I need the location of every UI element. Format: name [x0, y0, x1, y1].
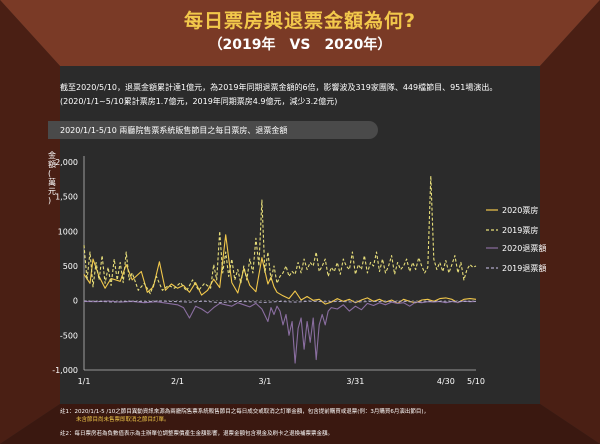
x-tick-label: 4/30 — [437, 377, 455, 386]
x-tick-label: 3/31 — [346, 377, 364, 386]
y-axis-label: 金額(萬元) — [48, 150, 56, 205]
x-tick-label: 2/1 — [171, 377, 184, 386]
y-tick-label: -500 — [60, 331, 78, 340]
chart: 金額(萬元) -1,000 -500 0 500 1000 1,500 2,000 1/1 2/1… — [48, 150, 546, 386]
series-line-1 — [83, 175, 477, 295]
legend-label-1: 2019票房 — [502, 225, 538, 235]
y-tick-label: 1000 — [58, 227, 78, 236]
legend-label-3: 2019退票額 — [502, 263, 546, 273]
summary-text: 截至2020/5/10，退票金額累計達1億元，為2019年同期退票金額的6倍，影… — [60, 81, 580, 109]
chart-header-bar — [48, 121, 378, 139]
x-tick-label: 5/10 — [467, 377, 485, 386]
series-line-0 — [83, 234, 477, 305]
y-tick-label: 2,000 — [55, 158, 78, 167]
y-tick-label: 1,500 — [55, 193, 78, 202]
chart-header-text: 2020/1/1-5/10 兩廳院售票系統販售節目之每日票房、退票金額 — [60, 126, 288, 135]
summary-line-2: (2020/1/1~5/10累計票房1.7億元，2019年同期票房4.9億元，減… — [60, 97, 338, 106]
y-tick-label: 0 — [73, 297, 78, 306]
note-1-highlight: 未含節目尚未售票即取消之節目訂單。 — [76, 417, 170, 423]
note-2-label: 註2： — [60, 431, 75, 437]
series-line-3 — [83, 300, 477, 304]
summary-line-1: 截至2020/5/10，退票金額累計達1億元，為2019年同期退票金額的6倍，影… — [60, 83, 498, 92]
y-tick-label: 500 — [63, 262, 78, 271]
page-title: 每日票房與退票金額為何? — [183, 10, 417, 32]
note-1: 註1：2020/1/1-5 /10之節目異動資訊來源為兩廳院售票系統販售節目之每… — [60, 408, 429, 424]
note-2-text: 每日票房若為負數值表示為主辦單位調整票價產生金額影響，退票金額包含現金及刷卡之退… — [74, 431, 334, 437]
note-1-label: 註1： — [60, 409, 75, 415]
legend-label-0: 2020票房 — [502, 205, 538, 215]
note-2: 註2：每日票房若為負數值表示為主辦單位調整票價產生金額影響，退票金額包含現金及刷… — [60, 430, 333, 438]
x-tick-label: 1/1 — [78, 377, 91, 386]
note-1-text: 2020/1/1-5 /10之節目異動資訊來源為兩廳院售票系統販售節目之每日成交… — [74, 409, 430, 415]
y-tick-label: -1,000 — [52, 366, 78, 375]
series-line-2 — [83, 300, 477, 364]
legend-label-2: 2020退票額 — [502, 243, 546, 253]
page-subtitle: （2019年 VS 2020年） — [208, 37, 392, 53]
x-tick-label: 3/1 — [258, 377, 271, 386]
